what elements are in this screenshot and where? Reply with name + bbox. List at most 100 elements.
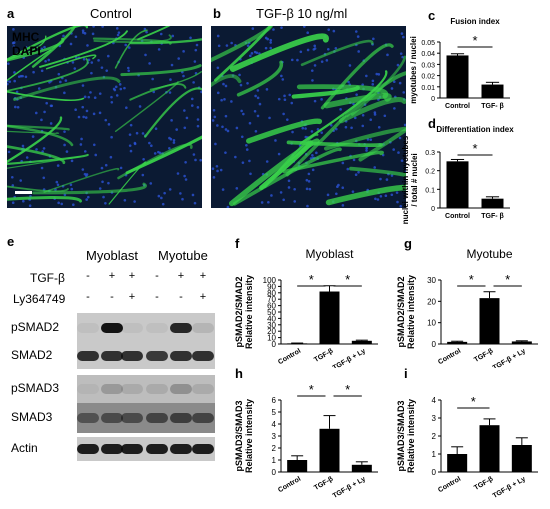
panel-a-title: Control [90, 6, 132, 21]
myofiber [323, 92, 392, 109]
panel-label-g: g [404, 236, 412, 251]
y-tick-label: 0.03 [421, 62, 435, 69]
blot-band [170, 351, 192, 361]
myofiber [7, 185, 69, 193]
category-label: TGF-β [313, 347, 335, 364]
blot-band [170, 323, 192, 333]
y-axis-label: pSMAD3/SMAD3 [396, 400, 406, 471]
significance-star: * [469, 272, 474, 287]
bar [319, 291, 340, 344]
y-tick-label: 10 [267, 334, 276, 343]
blot-band [192, 351, 214, 361]
y-tick-label: 30 [427, 276, 436, 285]
panel-label-e: e [7, 234, 15, 249]
y-axis-label: Relative intensity [406, 399, 416, 473]
blot-band [77, 384, 99, 394]
myofiber [31, 26, 77, 68]
category-label: Control [437, 476, 462, 495]
significance-star: * [309, 382, 314, 397]
blot-band [146, 323, 168, 333]
category-label: Control [437, 348, 462, 367]
micrograph-control: MHC DAPI [7, 26, 202, 208]
legend-mhc: MHC [12, 30, 40, 44]
y-axis-label: myotubes / nuclei [410, 36, 418, 104]
myofiber [214, 26, 273, 82]
myofiber [300, 39, 374, 67]
y-axis-label: pSMAD3/SMAD3 [234, 400, 244, 471]
myofiber [338, 96, 406, 124]
blot-label: SMAD2 [11, 348, 53, 362]
myofiber [32, 182, 147, 195]
y-tick-label: 0 [432, 468, 437, 477]
myofiber [320, 43, 394, 110]
bar [351, 340, 372, 344]
blot-band [101, 384, 123, 394]
blot-band [192, 323, 214, 333]
significance-star: * [472, 33, 477, 48]
category-label: Control [277, 348, 302, 367]
y-tick-label: 0.05 [421, 40, 435, 47]
panel-label-b: b [213, 6, 221, 21]
myofiber [7, 116, 63, 164]
blot-label: pSMAD3 [11, 381, 60, 395]
myofiber [43, 167, 120, 193]
blot-label: SMAD3 [11, 410, 53, 424]
blot-band [146, 351, 168, 361]
blot-band [101, 323, 123, 333]
myofiber [246, 118, 323, 144]
blot-band [192, 384, 214, 394]
blot-band [77, 351, 99, 361]
myofiber [358, 127, 406, 162]
chart-title: Myotube [466, 247, 512, 261]
myofiber [7, 58, 89, 92]
blot-band [121, 351, 143, 361]
blot-band [146, 444, 168, 454]
y-axis-label: / total # nuclei [410, 153, 419, 206]
blot-band [170, 384, 192, 394]
myofiber [7, 49, 52, 82]
myofiber [45, 54, 97, 70]
myofiber [282, 150, 384, 174]
blot-band [192, 413, 214, 423]
panel-b-title: TGF-β 10 ng/ml [256, 6, 348, 21]
ly-sign: - [155, 291, 159, 303]
myofiber [7, 153, 89, 166]
myofiber [286, 140, 383, 148]
blot-band [77, 323, 99, 333]
bar [481, 198, 504, 208]
myofiber [114, 29, 148, 69]
myofiber [129, 38, 202, 45]
row-label-ly: Ly364749 [13, 292, 66, 306]
blot-strip [77, 313, 215, 343]
y-axis-label: nuclei within myotubes [401, 135, 410, 224]
myofiber [350, 55, 406, 116]
blot-strip [77, 403, 215, 433]
category-label: TGF-β [313, 475, 335, 492]
significance-star: * [472, 141, 477, 156]
y-tick-label: 0 [272, 468, 277, 477]
category-label: TGF-β [473, 347, 495, 364]
significance-star: * [309, 272, 314, 287]
tgf-sign: - [86, 270, 90, 282]
panel-label-f: f [235, 236, 240, 251]
category-label: Control [445, 103, 470, 110]
y-axis-label: Relative intensity [406, 275, 416, 349]
y-tick-label: 1 [272, 456, 277, 465]
ly-sign: + [128, 291, 136, 303]
bar [479, 298, 500, 344]
blot-band [77, 444, 99, 454]
y-axis-label: Relative intensity [244, 399, 254, 473]
y-tick-label: 2 [272, 444, 277, 453]
y-tick-label: 5 [272, 408, 277, 417]
y-tick-label: 0 [431, 206, 435, 213]
category-label: TGF-β [473, 475, 495, 492]
bar [447, 454, 468, 472]
chart-title: Differentiation index [436, 125, 514, 134]
y-tick-label: 3 [272, 432, 277, 441]
chart-title: Fusion index [450, 17, 500, 26]
blot-band [121, 444, 143, 454]
y-tick-label: 0.01 [421, 85, 435, 92]
y-tick-label: 0.1 [425, 187, 435, 194]
y-tick-label: 60 [267, 302, 276, 311]
bar [447, 341, 468, 344]
